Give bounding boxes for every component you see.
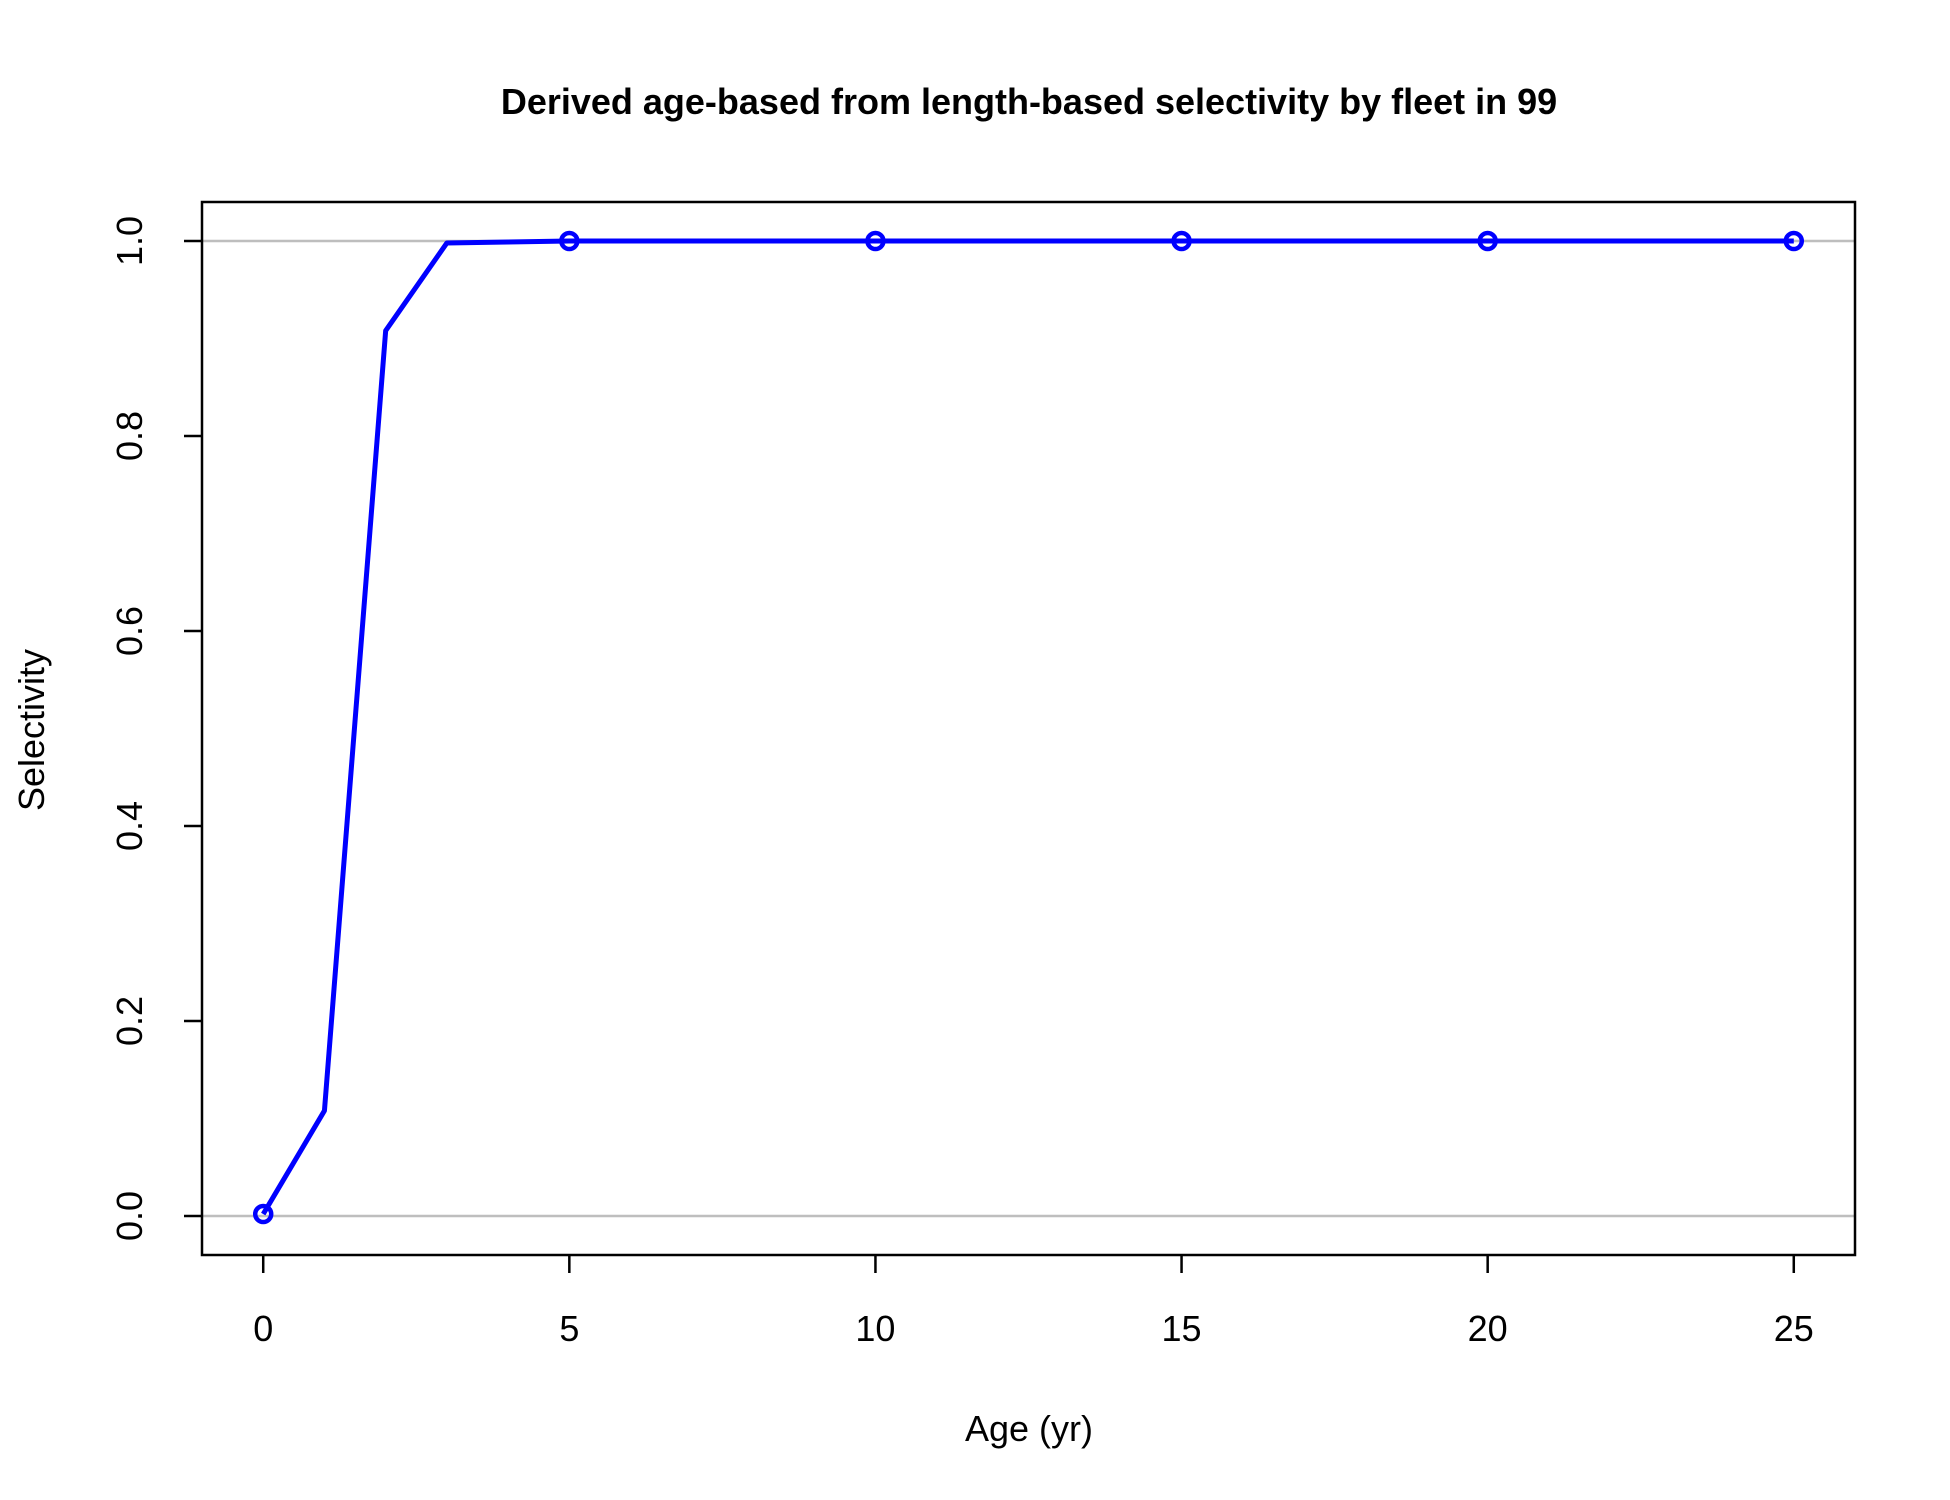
plot-frame	[200, 200, 1857, 1257]
x-tick-label-5: 25	[1774, 1308, 1814, 1349]
data-point-1	[559, 230, 580, 252]
chart-title: Derived age-based from length-based sele…	[501, 81, 1557, 122]
y-axis-label: Selectivity	[11, 649, 52, 811]
y-tick-label-2: 0.4	[109, 801, 150, 851]
data-point-4	[1477, 230, 1498, 252]
series-line-0	[261, 238, 1794, 1216]
x-axis-label: Age (yr)	[965, 1408, 1093, 1449]
x-tick-label-3: 15	[1162, 1308, 1202, 1349]
y-tick-label-4: 0.8	[109, 411, 150, 461]
data-point-0	[252, 1203, 274, 1225]
y-tick-label-5: 1.0	[109, 216, 150, 266]
data-point-2	[865, 230, 886, 252]
data-point-5	[1783, 230, 1805, 252]
y-tick-label-3: 0.6	[109, 606, 150, 656]
x-tick-label-4: 20	[1468, 1308, 1508, 1349]
y-tick-label-0: 0.0	[109, 1191, 150, 1241]
x-tick-label-1: 5	[559, 1308, 579, 1349]
x-tick-label-2: 10	[855, 1308, 895, 1349]
data-point-3	[1171, 230, 1192, 252]
x-tick-label-0: 0	[253, 1308, 273, 1349]
y-tick-label-1: 0.2	[109, 996, 150, 1046]
plot-area: 0 5 10 15 20 25 0.0 0.2 0.4 0.6 0.8 1.0	[109, 200, 1857, 1349]
